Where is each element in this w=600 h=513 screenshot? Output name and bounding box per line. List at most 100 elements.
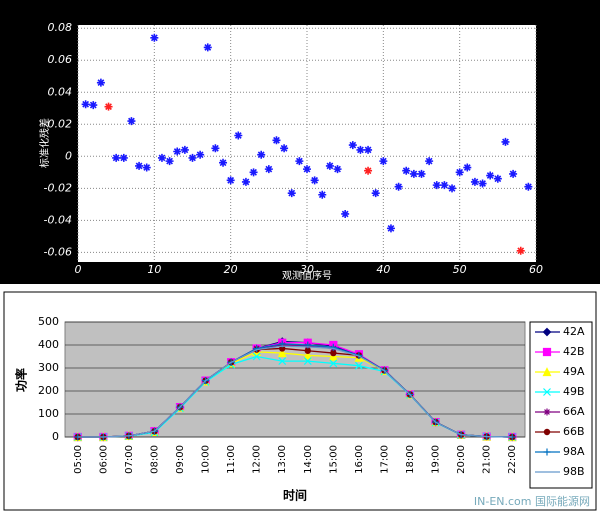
legend-label: 98B — [563, 465, 585, 478]
scatter-point — [188, 153, 197, 162]
x-tick-label: 14:00 — [303, 445, 314, 474]
y-tick-label: 0 — [65, 149, 72, 162]
scatter-point — [409, 169, 418, 178]
scatter-point — [203, 43, 212, 52]
line-marker — [253, 344, 261, 352]
line-marker — [329, 359, 338, 368]
scatter-point — [280, 144, 289, 153]
watermark: IN-EN.com 国际能源网 — [474, 494, 590, 508]
scatter-point — [486, 171, 495, 180]
scatter-point — [180, 145, 189, 154]
legend-label: 98A — [563, 445, 585, 458]
scatter-point — [157, 153, 166, 162]
scatter-point — [257, 150, 266, 159]
y-tick-label: 0.06 — [48, 53, 73, 66]
legend-marker — [542, 327, 552, 337]
scatter-point — [516, 246, 525, 255]
scatter-point — [241, 177, 250, 186]
scatter-point — [165, 157, 174, 166]
x-tick-label: 13:00 — [277, 445, 288, 474]
legend-label: 49A — [563, 365, 585, 378]
line-marker — [330, 349, 337, 357]
legend-marker — [542, 367, 552, 377]
scatter-point — [211, 144, 220, 153]
scatter-point — [127, 117, 136, 126]
legend-box — [529, 321, 593, 489]
line-marker — [303, 357, 312, 366]
scatter-point — [341, 209, 350, 218]
scatter-point — [318, 190, 327, 199]
x-tick-label: 19:00 — [431, 445, 442, 474]
scatter-point — [386, 224, 395, 233]
scatter-point — [364, 145, 373, 154]
legend-marker — [543, 428, 551, 436]
scatter-point — [493, 174, 502, 183]
scatter-point — [501, 137, 510, 146]
legend-label: 49B — [563, 385, 585, 398]
x-tick-label: 40 — [376, 263, 390, 276]
scatter-point — [119, 153, 128, 162]
scatter-point — [219, 158, 228, 167]
legend-label: 42B — [563, 345, 585, 358]
line-marker — [277, 348, 287, 358]
x-tick-label: 20:00 — [456, 445, 467, 474]
scatter-point — [89, 101, 98, 110]
y-tick-label: 300 — [38, 361, 59, 374]
line-marker — [304, 347, 311, 354]
line-marker — [252, 352, 261, 361]
y-tick-label: 0.04 — [48, 85, 73, 98]
legend-label: 42A — [563, 325, 585, 338]
scatter-point — [463, 163, 472, 172]
scatter-point — [417, 169, 426, 178]
x-tick-label: 08:00 — [149, 445, 160, 474]
scatter-point — [264, 165, 273, 174]
legend-marker — [543, 388, 551, 396]
x-tick-label: 10:00 — [201, 445, 212, 474]
x-tick-label: 10 — [147, 263, 161, 276]
scatter-point — [135, 161, 144, 170]
legend-marker — [543, 408, 551, 416]
x-tick-label: 18:00 — [405, 445, 416, 474]
y-tick-label: 0.02 — [48, 117, 73, 130]
y-tick-label: -0.06 — [44, 245, 72, 258]
line-marker — [303, 350, 313, 360]
scatter-point — [310, 176, 319, 185]
scatter-point — [364, 166, 373, 175]
scatter-point — [96, 78, 105, 87]
scatter-point — [394, 182, 403, 191]
x-tick-label: 16:00 — [354, 445, 365, 474]
line-plot-area — [64, 321, 526, 438]
scatter-point — [371, 189, 380, 198]
x-tick-label: 60 — [529, 263, 543, 276]
series-line — [77, 345, 513, 438]
scatter-point — [348, 141, 357, 150]
scatter-point — [379, 157, 388, 166]
line-marker — [329, 343, 337, 351]
scatter-point — [287, 189, 296, 198]
y-tick-label: 200 — [38, 384, 59, 397]
x-tick-label: 09:00 — [175, 445, 186, 474]
x-tick-label: 50 — [453, 263, 467, 276]
legend-label: 66A — [563, 405, 585, 418]
scatter-point — [112, 153, 121, 162]
y-tick-label: 500 — [38, 315, 59, 328]
y-axis-label: 功率 — [14, 368, 29, 392]
scatter-point — [150, 33, 159, 42]
scatter-point — [173, 147, 182, 156]
scatter-point — [295, 157, 304, 166]
scatter-point — [402, 166, 411, 175]
x-axis-label: 时间 — [283, 488, 307, 503]
line-marker — [328, 351, 338, 361]
scatter-point — [234, 131, 243, 140]
x-tick-label: 15:00 — [328, 445, 339, 474]
y-tick-label: -0.04 — [44, 213, 72, 226]
x-tick-label: 07:00 — [124, 445, 135, 474]
scatter-point — [325, 161, 334, 170]
y-tick-label: -0.02 — [44, 181, 72, 194]
x-tick-label: 12:00 — [252, 445, 263, 474]
scatter-point — [303, 165, 311, 174]
x-tick-label: 30 — [300, 263, 314, 276]
line-marker — [354, 361, 363, 370]
scatter-point — [455, 168, 464, 177]
scatter-point — [226, 176, 235, 185]
